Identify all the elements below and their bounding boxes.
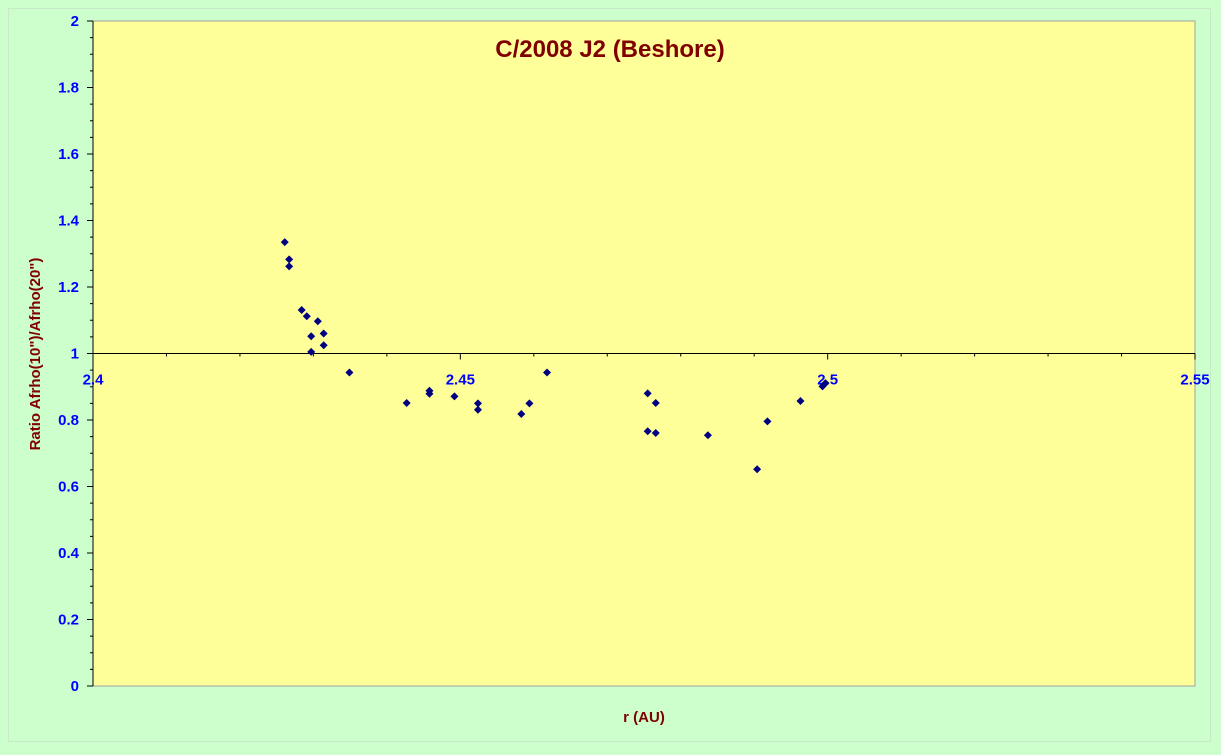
data-point (319, 341, 328, 350)
data-point (543, 368, 552, 377)
data-point (517, 410, 526, 419)
x-tick-label: 2.45 (446, 372, 475, 389)
data-point (703, 431, 712, 440)
data-point (473, 399, 482, 408)
data-point (525, 399, 534, 408)
data-point (307, 347, 316, 356)
data-point (319, 329, 328, 338)
data-point (313, 317, 322, 326)
y-tick-label: 0.4 (58, 545, 80, 562)
data-point (753, 465, 762, 474)
y-tick-label: 1.8 (58, 80, 79, 97)
y-tick-label: 1.6 (58, 146, 79, 163)
chart-title: C/2008 J2 (Beshore) (495, 36, 724, 63)
data-point (425, 386, 434, 395)
data-point (402, 399, 411, 408)
data-point (651, 428, 660, 437)
y-tick-label: 1.4 (58, 213, 80, 230)
data-point (285, 262, 294, 271)
x-tick-label: 2.4 (83, 372, 105, 389)
data-point (651, 399, 660, 408)
data-point (643, 389, 652, 398)
y-tick-label: 0 (71, 678, 79, 695)
y-tick-label: 2 (71, 13, 79, 30)
data-point (473, 405, 482, 414)
x-tick-label: 2.55 (1180, 372, 1209, 389)
data-point (302, 312, 311, 321)
data-point (345, 368, 354, 377)
data-point (280, 238, 289, 247)
data-point (763, 417, 772, 426)
data-point (796, 397, 805, 406)
y-tick-label: 0.2 (58, 612, 79, 629)
y-axis-title: Ratio Afrho(10")/Afrho(20") (27, 258, 44, 451)
y-tick-label: 1.2 (58, 279, 79, 296)
data-point (450, 392, 459, 401)
y-tick-label: 1 (71, 346, 79, 363)
y-tick-label: 0.6 (58, 479, 79, 496)
y-tick-label: 0.8 (58, 412, 79, 429)
data-point (821, 379, 830, 388)
x-axis-title: r (AU) (623, 709, 665, 726)
data-point (285, 255, 294, 264)
data-point (297, 305, 306, 314)
data-point (307, 332, 316, 341)
data-point (643, 427, 652, 436)
